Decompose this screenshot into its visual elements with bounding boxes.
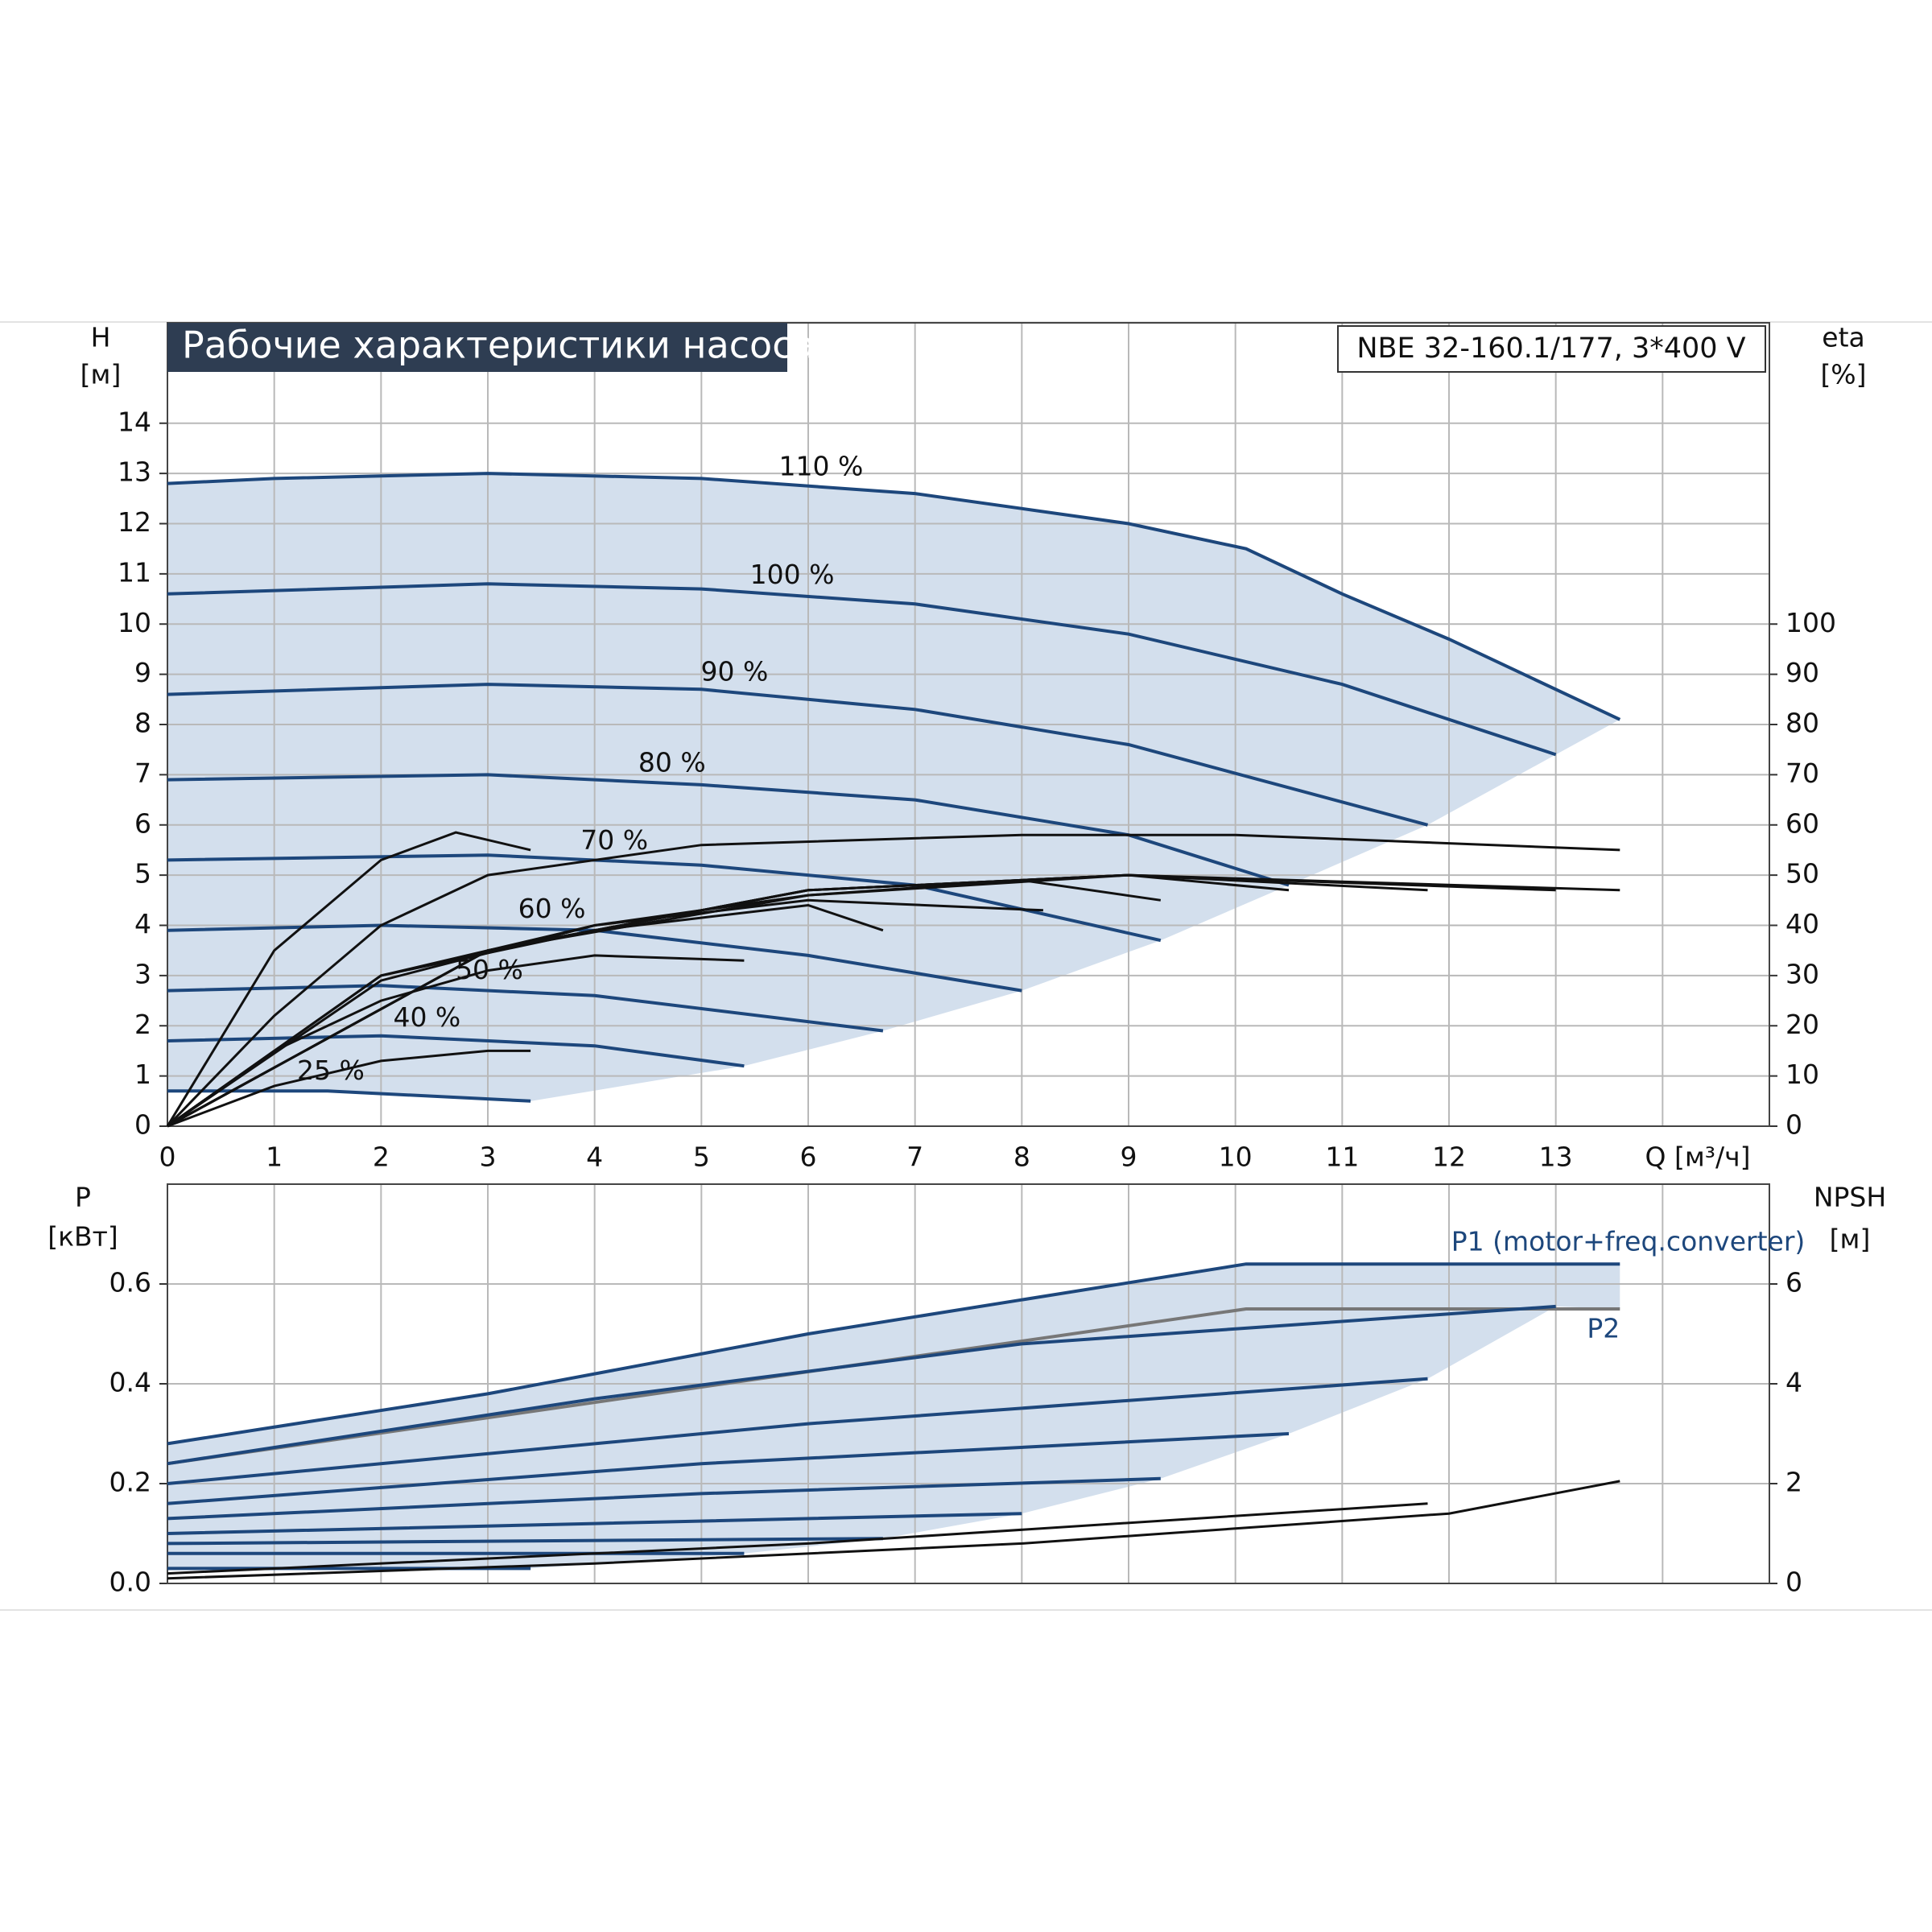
y-tick-label: 8 xyxy=(134,708,151,739)
x-tick-label: 10 xyxy=(1219,1141,1253,1173)
y2-tick-label: 100 xyxy=(1785,607,1836,638)
y-tick-label: 10 xyxy=(118,607,151,638)
y2-tick-label: 0 xyxy=(1785,1109,1802,1141)
series-line xyxy=(167,1480,1620,1580)
series-line xyxy=(167,1432,1290,1505)
y-axis-unit: [кВт] xyxy=(47,1221,118,1253)
model-label: NBE 32-160.1/177, 3*400 V xyxy=(1356,332,1745,365)
series-label: 100 % xyxy=(750,559,835,590)
series-label: P1 (motor+freq.converter) xyxy=(1451,1226,1805,1257)
y-tick-label: 12 xyxy=(118,506,151,538)
x-tick-label: 5 xyxy=(693,1141,710,1173)
y-tick-label: 0 xyxy=(134,1109,151,1141)
series-label: 110 % xyxy=(778,450,863,481)
y2-tick-label: 4 xyxy=(1785,1367,1802,1398)
y-tick-label: 13 xyxy=(118,456,151,488)
y-tick-label: 1 xyxy=(134,1059,151,1090)
series-line xyxy=(167,1049,531,1128)
y-tick-label: 0.6 xyxy=(109,1267,151,1298)
y2-tick-label: 10 xyxy=(1785,1059,1819,1090)
series-line xyxy=(166,833,1620,1128)
y-tick-label: 0.0 xyxy=(109,1567,151,1598)
x-tick-label: 0 xyxy=(159,1141,176,1173)
x-tick-label: 1 xyxy=(266,1141,283,1173)
series-label: 70 % xyxy=(580,824,648,856)
x-tick-label: 7 xyxy=(906,1141,923,1173)
series-line xyxy=(167,582,1557,757)
series-line xyxy=(167,472,1621,721)
series-line xyxy=(167,1476,1161,1521)
y2-tick-label: 50 xyxy=(1785,858,1819,890)
x-tick-label: 8 xyxy=(1013,1141,1030,1173)
y2-tick-label: 20 xyxy=(1785,1009,1819,1040)
chart-title: Рабочие характеристики насоса xyxy=(182,324,815,367)
series-line xyxy=(167,1262,1620,1446)
y2-axis-unit: [%] xyxy=(1820,359,1866,390)
series-line xyxy=(167,1377,1428,1485)
y-axis-unit: [м] xyxy=(80,359,122,390)
y2-tick-label: 6 xyxy=(1785,1267,1802,1298)
series-line xyxy=(167,984,884,1033)
series-line xyxy=(167,1537,883,1546)
y2-tick-label: 2 xyxy=(1785,1467,1802,1498)
y2-tick-label: 80 xyxy=(1785,708,1819,739)
series-line xyxy=(167,1304,1556,1466)
y2-tick-label: 30 xyxy=(1785,958,1819,989)
series-line xyxy=(167,1307,1620,1466)
x-tick-label: 6 xyxy=(800,1141,817,1173)
series-line xyxy=(167,683,1429,827)
y-tick-label: 0.4 xyxy=(109,1367,151,1398)
y-axis-label: H xyxy=(91,322,111,353)
y2-axis-unit: [м] xyxy=(1830,1224,1871,1255)
title-box xyxy=(167,323,787,372)
y2-axis-label: NPSH xyxy=(1814,1182,1886,1213)
y-axis-label: P xyxy=(75,1182,91,1213)
y2-tick-label: 90 xyxy=(1785,657,1819,688)
series-line xyxy=(167,1512,1022,1535)
y-tick-label: 4 xyxy=(134,908,151,939)
y-tick-label: 3 xyxy=(134,958,151,989)
y2-tick-label: 60 xyxy=(1785,807,1819,839)
y-tick-label: 7 xyxy=(134,758,151,789)
x-tick-label: 11 xyxy=(1325,1141,1359,1173)
plot-frame xyxy=(167,1183,1770,1584)
series-line xyxy=(166,831,531,1127)
x-tick-label: 4 xyxy=(586,1141,603,1173)
series-label: P2 xyxy=(1587,1313,1620,1344)
series-line xyxy=(167,853,1162,943)
y-tick-label: 2 xyxy=(134,1009,151,1040)
series-label: 40 % xyxy=(393,1001,460,1033)
y-tick-label: 6 xyxy=(134,807,151,839)
series-line xyxy=(167,1034,745,1068)
series-label: 80 % xyxy=(638,747,706,778)
series-label: 90 % xyxy=(701,656,769,687)
series-line xyxy=(167,873,1620,1128)
model-box xyxy=(1337,325,1766,373)
y-tick-label: 14 xyxy=(118,406,151,437)
x-tick-label: 13 xyxy=(1539,1141,1573,1173)
x-tick-label: 12 xyxy=(1432,1141,1466,1173)
y2-tick-label: 0 xyxy=(1785,1567,1802,1598)
x-tick-label: 2 xyxy=(373,1141,390,1173)
y2-tick-label: 40 xyxy=(1785,908,1819,939)
y2-axis-label: eta xyxy=(1822,322,1864,353)
y-tick-label: 0.2 xyxy=(109,1467,151,1498)
series-label: 60 % xyxy=(518,893,586,924)
y2-tick-label: 70 xyxy=(1785,758,1819,789)
y-tick-label: 11 xyxy=(118,556,151,588)
y-tick-label: 5 xyxy=(134,858,151,890)
plot-frame xyxy=(167,322,1770,1127)
series-line xyxy=(167,1502,1428,1575)
x-tick-label: 3 xyxy=(480,1141,497,1173)
y-tick-label: 9 xyxy=(134,657,151,688)
x-tick-label: 9 xyxy=(1121,1141,1137,1173)
series-label: 25 % xyxy=(297,1055,365,1086)
series-line xyxy=(167,773,1290,887)
plots: 0 1 2 3 4 5 6 7 8 9 10 11 12 130123456789101112131401… xyxy=(109,322,1836,1598)
x-axis-label: Q [м³/ч] xyxy=(1645,1141,1751,1173)
